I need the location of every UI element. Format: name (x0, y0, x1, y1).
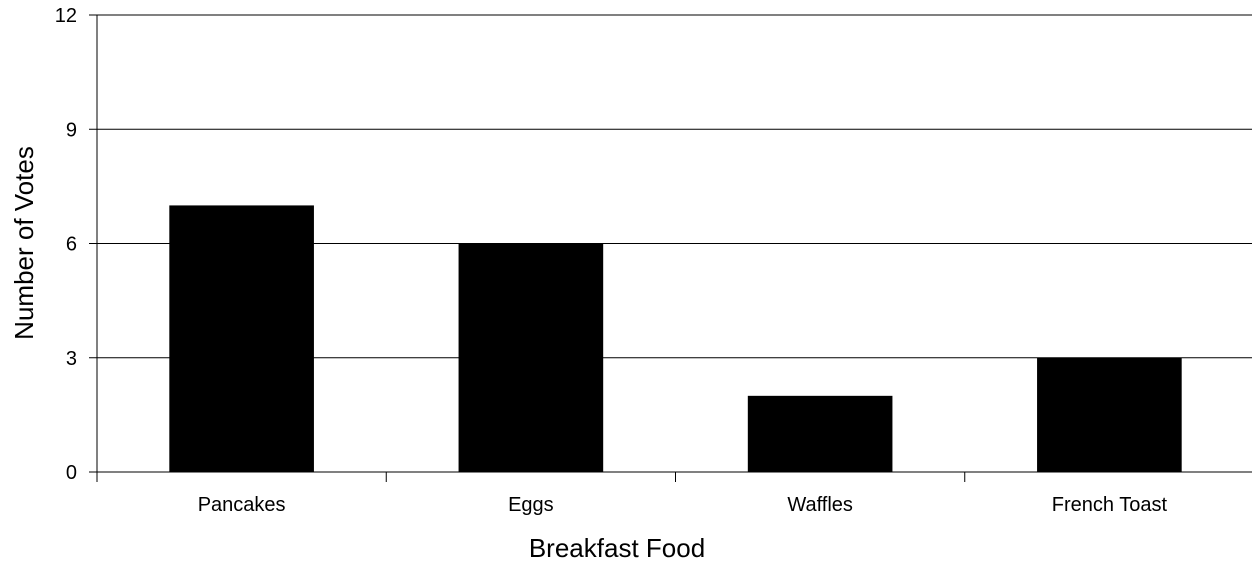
y-tick-label: 0 (66, 462, 77, 484)
bar-eggs (458, 243, 604, 472)
x-tick-label: Pancakes (198, 494, 286, 516)
bars (169, 205, 1182, 472)
x-tick-label: Waffles (787, 494, 853, 516)
x-axis-title: Breakfast Food (529, 533, 705, 562)
bar-waffles (747, 395, 893, 472)
x-tick-label: Eggs (508, 494, 554, 516)
y-tick-label: 12 (55, 5, 77, 27)
y-tick-label: 3 (66, 348, 77, 370)
tick-labels: 0 3 6 9 12 Pancakes Eggs Waffles French Toast (55, 5, 1168, 516)
bar-french-toast (1037, 357, 1182, 472)
y-axis-title: Number of Votes (9, 146, 39, 340)
x-tick-label: French Toast (1052, 494, 1168, 516)
y-tick-label: 9 (66, 119, 77, 141)
axes (89, 14, 1252, 482)
bar-pancakes (169, 205, 314, 472)
y-tick-label: 6 (66, 234, 77, 256)
